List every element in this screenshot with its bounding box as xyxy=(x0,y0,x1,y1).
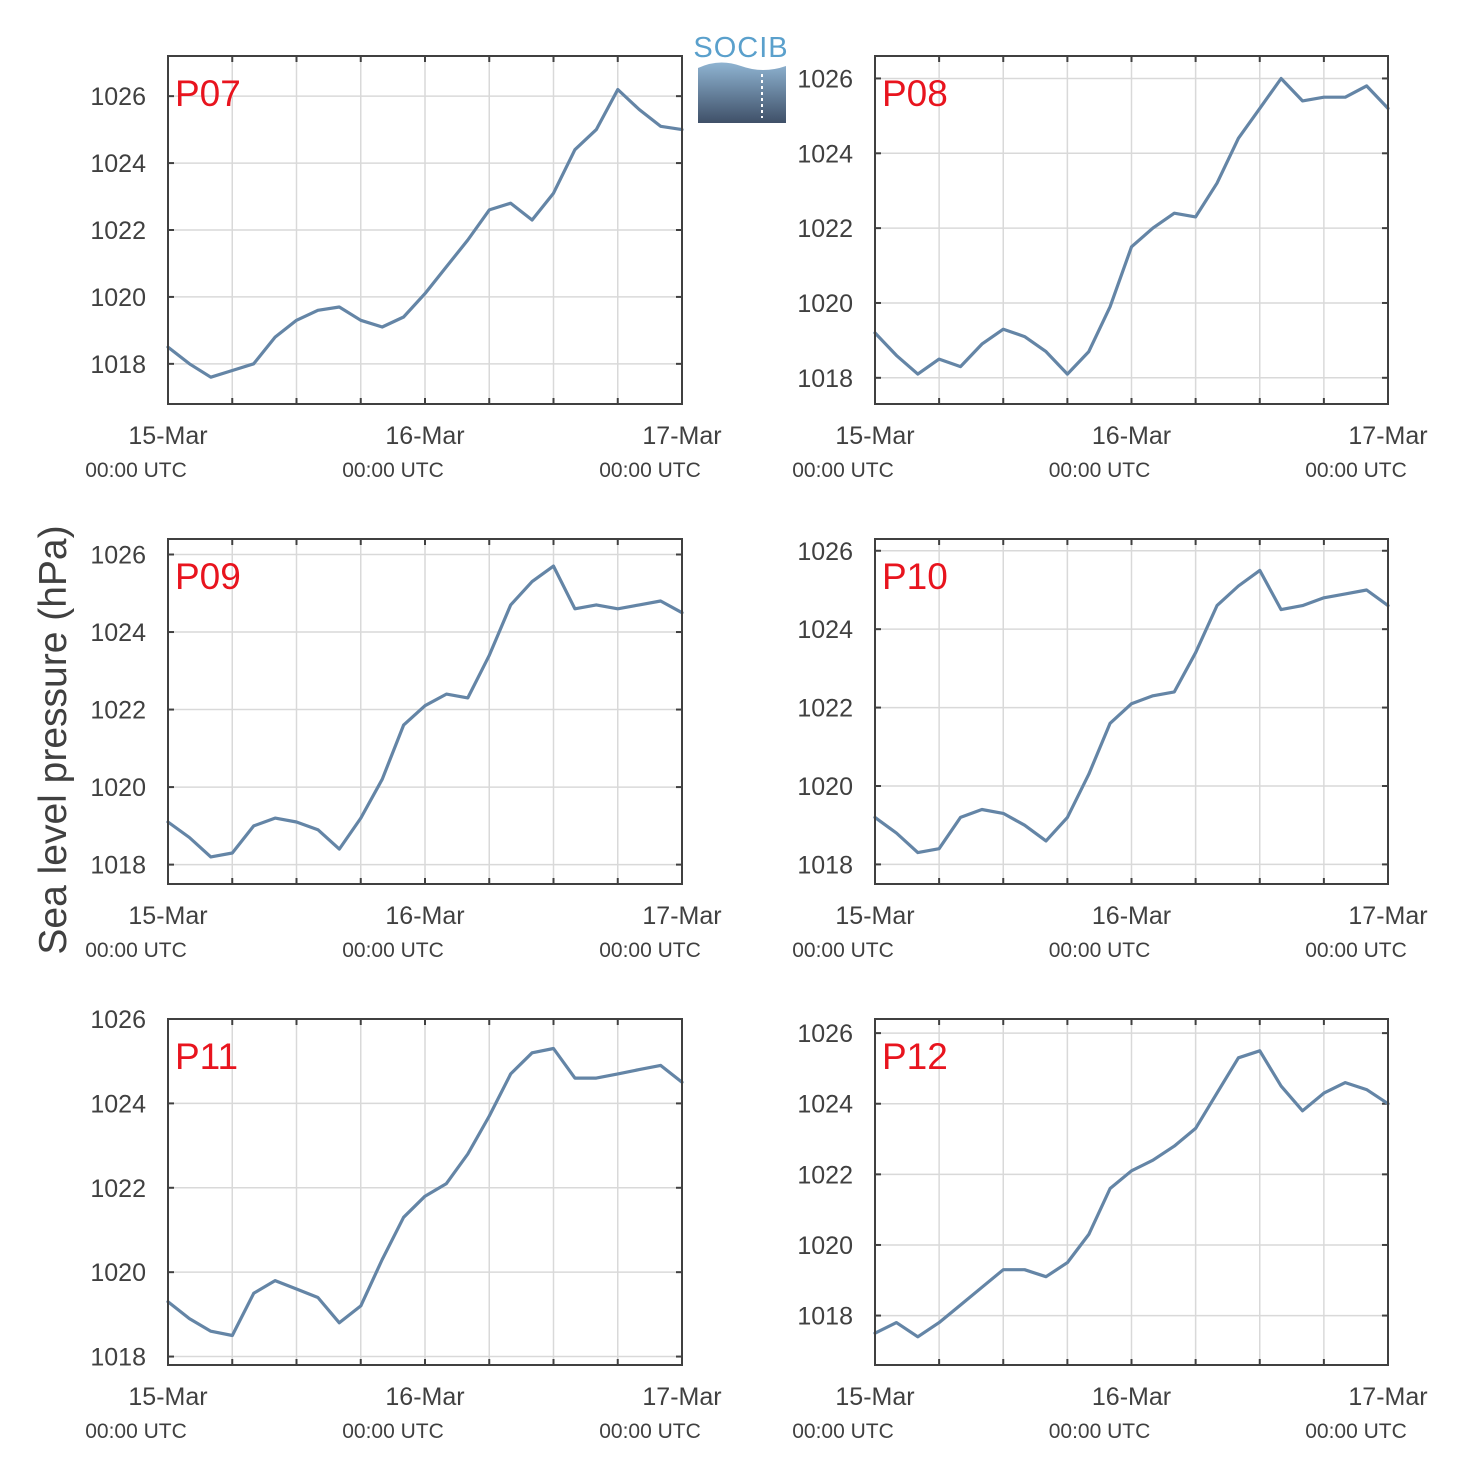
y-tick-label: 1024 xyxy=(90,150,146,178)
y-tick-label: 1026 xyxy=(90,542,146,570)
plot-frame xyxy=(167,1018,683,1366)
x-tick-label-date: 15-Mar xyxy=(835,902,914,930)
plot-frame xyxy=(874,1018,1389,1366)
series-line xyxy=(873,76,1390,376)
x-tick-label-time: 00:00 UTC xyxy=(342,1420,444,1443)
panels: 1018 1020 1022 1024 1026 P07 15-Mar 00:00 UTC 16… xyxy=(85,55,1428,1443)
x-tick-label-date: 16-Mar xyxy=(385,902,464,930)
x-tick-label-time: 00:00 UTC xyxy=(1305,939,1407,962)
x-tick-label-date: 15-Mar xyxy=(128,1383,207,1411)
x-tick-label-time: 00:00 UTC xyxy=(1305,459,1407,482)
x-tick-label-date: 16-Mar xyxy=(1092,902,1171,930)
y-tick-label: 1018 xyxy=(90,1344,146,1372)
x-tick-label-time: 00:00 UTC xyxy=(85,459,187,482)
x-tick-label-time: 00:00 UTC xyxy=(792,939,894,962)
x-tick-label-time: 00:00 UTC xyxy=(792,1420,894,1443)
socib-logo-wave xyxy=(698,62,786,123)
x-tick-label-time: 00:00 UTC xyxy=(599,1420,701,1443)
x-tick-label-date: 15-Mar xyxy=(835,422,914,450)
y-tick-label: 1020 xyxy=(90,1259,146,1287)
panel-p11: 1018 1020 1022 1024 1026 P11 15-Mar 00:00 UTC 16… xyxy=(85,1006,721,1443)
y-tick-label: 1026 xyxy=(90,1006,146,1034)
panel-label: P09 xyxy=(175,556,241,597)
x-tick-label-date: 17-Mar xyxy=(1348,422,1427,450)
plot-frame xyxy=(874,538,1389,885)
x-tick-label-date: 17-Mar xyxy=(642,902,721,930)
socib-logo-text: SOCIB xyxy=(693,32,788,64)
y-tick-label: 1020 xyxy=(797,773,853,801)
panel-label: P08 xyxy=(882,73,948,114)
y-tick-label: 1026 xyxy=(797,1020,853,1048)
x-tick-label-time: 00:00 UTC xyxy=(85,939,187,962)
y-tick-label: 1024 xyxy=(797,1091,853,1119)
y-tick-label: 1026 xyxy=(797,65,853,93)
series-line xyxy=(166,1046,684,1338)
x-tick-label-time: 00:00 UTC xyxy=(342,939,444,962)
y-tick-label: 1022 xyxy=(797,695,853,723)
y-tick-label: 1018 xyxy=(90,852,146,880)
x-tick-label-date: 17-Mar xyxy=(1348,902,1427,930)
x-tick-label-date: 17-Mar xyxy=(642,1383,721,1411)
socib-logo: SOCIB xyxy=(693,32,788,123)
x-tick-label-time: 00:00 UTC xyxy=(85,1420,187,1443)
y-tick-label: 1024 xyxy=(797,616,853,644)
x-tick-label-date: 17-Mar xyxy=(1348,1383,1427,1411)
series-line xyxy=(166,87,684,379)
plot-frame xyxy=(167,538,683,885)
x-tick-label-date: 15-Mar xyxy=(128,422,207,450)
y-tick-label: 1020 xyxy=(797,1232,853,1260)
y-tick-label: 1022 xyxy=(797,1161,853,1189)
y-tick-label: 1018 xyxy=(797,1303,853,1331)
x-tick-label-time: 00:00 UTC xyxy=(1049,939,1151,962)
y-tick-label: 1018 xyxy=(797,851,853,879)
y-tick-label: 1024 xyxy=(90,619,146,647)
panel-label: P12 xyxy=(882,1036,948,1077)
panel-label: P10 xyxy=(882,556,948,597)
y-tick-label: 1024 xyxy=(797,140,853,168)
x-tick-label-time: 00:00 UTC xyxy=(599,459,701,482)
x-tick-label-date: 16-Mar xyxy=(1092,422,1171,450)
y-tick-label: 1018 xyxy=(90,351,146,379)
x-tick-label-time: 00:00 UTC xyxy=(1049,459,1151,482)
y-tick-label: 1022 xyxy=(797,215,853,243)
y-tick-label: 1020 xyxy=(797,290,853,318)
x-tick-label-time: 00:00 UTC xyxy=(1049,1420,1151,1443)
x-tick-label-date: 16-Mar xyxy=(385,422,464,450)
panel-p12: 1018 1020 1022 1024 1026 P12 15-Mar 00:00 UTC 16… xyxy=(792,1018,1428,1443)
x-tick-label-date: 15-Mar xyxy=(128,902,207,930)
x-tick-label-time: 00:00 UTC xyxy=(1305,1420,1407,1443)
series-line xyxy=(873,568,1390,855)
panel-label: P07 xyxy=(175,73,241,114)
plot-frame xyxy=(874,55,1389,405)
y-tick-label: 1020 xyxy=(90,774,146,802)
panel-p09: 1018 1020 1022 1024 1026 P09 15-Mar 00:00 UTC 16… xyxy=(85,538,722,962)
x-tick-label-time: 00:00 UTC xyxy=(342,459,444,482)
plot-frame xyxy=(167,55,683,405)
y-tick-label: 1022 xyxy=(90,1175,146,1203)
x-tick-label-time: 00:00 UTC xyxy=(599,939,701,962)
y-tick-label: 1024 xyxy=(90,1090,146,1118)
series-line xyxy=(873,1049,1390,1339)
x-tick-label-time: 00:00 UTC xyxy=(792,459,894,482)
panel-p08: 1018 1020 1022 1024 1026 P08 15-Mar 00:00 UTC 16… xyxy=(792,55,1428,482)
panel-p07: 1018 1020 1022 1024 1026 P07 15-Mar 00:00 UTC 16… xyxy=(85,55,722,482)
y-tick-label: 1022 xyxy=(90,697,146,725)
y-tick-label: 1020 xyxy=(90,284,146,312)
y-tick-label: 1018 xyxy=(797,365,853,393)
y-axis-label: Sea level pressure (hPa) xyxy=(32,525,75,954)
y-tick-label: 1022 xyxy=(90,217,146,245)
x-tick-label-date: 16-Mar xyxy=(1092,1383,1171,1411)
series-line xyxy=(166,564,684,859)
y-tick-label: 1026 xyxy=(797,538,853,566)
y-tick-label: 1026 xyxy=(90,83,146,111)
x-tick-label-date: 17-Mar xyxy=(642,422,721,450)
x-tick-label-date: 15-Mar xyxy=(835,1383,914,1411)
x-tick-label-date: 16-Mar xyxy=(385,1383,464,1411)
panel-label: P11 xyxy=(175,1036,238,1077)
panel-p10: 1018 1020 1022 1024 1026 P10 15-Mar 00:00 UTC 16… xyxy=(792,538,1427,962)
